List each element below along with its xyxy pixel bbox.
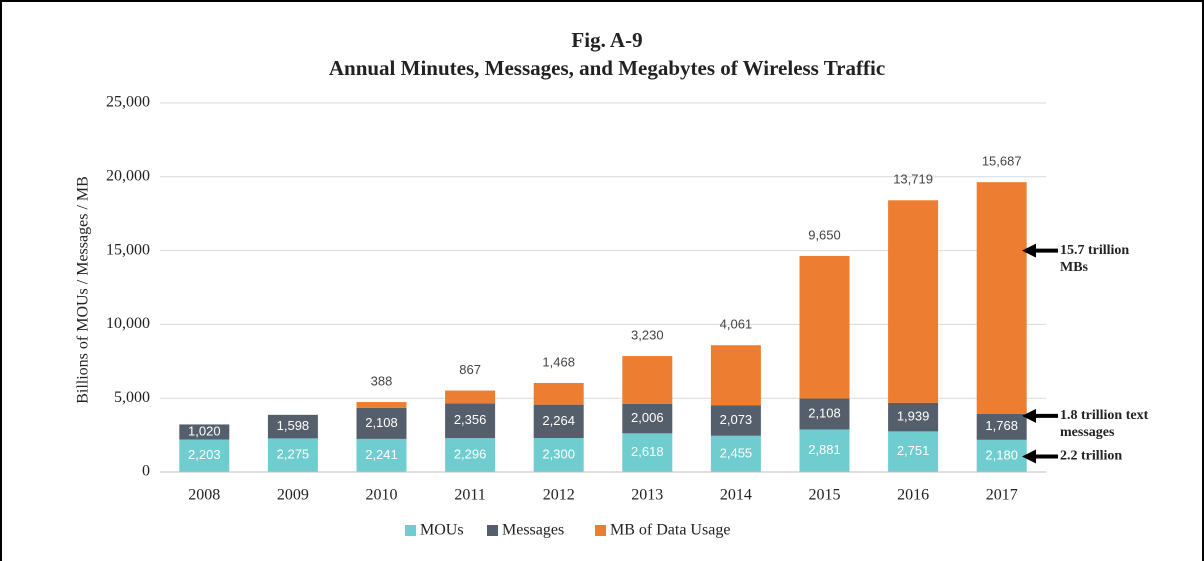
data-label: 2,180 (985, 447, 1018, 462)
x-tick-label: 2008 (188, 487, 220, 504)
bar-segment (799, 255, 850, 399)
data-label: 1,939 (897, 409, 930, 424)
y-axis-label: Billions of MOUs / Messages / MB (75, 176, 92, 404)
annotation-arrowhead (1022, 449, 1036, 464)
bar-segment (622, 433, 673, 472)
data-label: 4,061 (720, 317, 753, 332)
data-label: 388 (371, 374, 393, 389)
annotation-arrowhead (1022, 243, 1036, 258)
bar-segment (533, 404, 584, 439)
bar-segment (445, 390, 496, 404)
data-label: 1,598 (277, 418, 310, 433)
data-label: 9,650 (808, 227, 841, 242)
bar-segment (888, 402, 939, 432)
data-label: 1,468 (542, 354, 575, 369)
data-label: 2,751 (897, 443, 930, 458)
annotation: messages (1060, 425, 1115, 440)
bar-segment (356, 438, 407, 472)
data-label: 2,241 (365, 447, 398, 462)
bar-segment (799, 429, 850, 472)
x-tick-label: 2011 (454, 487, 485, 504)
data-label: 2,455 (720, 445, 753, 460)
y-tick-label: 25,000 (106, 94, 150, 111)
bar-segment (533, 438, 584, 472)
annotation: MBs (1060, 260, 1089, 275)
annotation: 2.2 trillion (1060, 449, 1122, 464)
bar-segment (267, 414, 318, 439)
y-tick-label: 5,000 (114, 389, 150, 406)
bar-segment (976, 182, 1027, 414)
legend-swatch (487, 525, 498, 536)
bar-segment (622, 356, 673, 404)
bar-segment (888, 200, 939, 403)
bar-segment (710, 405, 761, 436)
legend-swatch (405, 525, 416, 536)
bar-segment (356, 407, 407, 439)
data-label: 2,296 (454, 446, 487, 461)
annotation-arrowhead (1022, 408, 1036, 423)
bar-segment (267, 438, 318, 472)
legend-label: Messages (502, 522, 564, 539)
x-tick-label: 2017 (986, 487, 1018, 504)
data-label: 2,300 (542, 446, 575, 461)
x-tick-label: 2013 (631, 487, 663, 504)
annotation: 1.8 trillion text (1060, 408, 1149, 423)
y-tick-label: 10,000 (106, 315, 150, 332)
bar-segment (356, 402, 407, 408)
annotation: 15.7 trillion (1060, 243, 1129, 258)
y-tick-label: 0 (142, 463, 150, 480)
chart-title: Fig. A-9 (571, 28, 642, 52)
data-label: 2,264 (542, 413, 575, 428)
legend-label: MB of Data Usage (610, 522, 730, 539)
x-tick-label: 2015 (809, 487, 841, 504)
data-label: 2,275 (277, 447, 310, 462)
bar-segment (445, 403, 496, 439)
bar-segment (976, 439, 1027, 472)
bar-segment (710, 345, 761, 406)
x-tick-label: 2009 (277, 487, 309, 504)
data-label: 13,719 (893, 172, 933, 187)
bar-segment (799, 398, 850, 430)
y-tick-label: 15,000 (106, 241, 150, 258)
chart-subtitle: Annual Minutes, Messages, and Megabytes … (329, 56, 885, 80)
x-tick-label: 2012 (543, 487, 575, 504)
bar-segment (888, 431, 939, 472)
data-label: 2,108 (808, 405, 841, 420)
data-label: 1,020 (188, 423, 221, 438)
data-label: 2,073 (720, 412, 753, 427)
bar-segment (179, 439, 230, 472)
bar-segment (622, 403, 673, 434)
data-label: 1,768 (985, 418, 1018, 433)
bar-segment (179, 424, 230, 440)
legend-label: MOUs (420, 522, 464, 539)
data-label: 2,203 (188, 447, 221, 462)
legend-swatch (595, 525, 606, 536)
data-label: 2,108 (365, 415, 398, 430)
data-label: 15,687 (982, 154, 1022, 169)
x-tick-label: 2014 (720, 487, 752, 504)
data-label: 2,881 (808, 442, 841, 457)
data-label: 867 (459, 362, 481, 377)
x-tick-label: 2010 (366, 487, 398, 504)
x-tick-label: 2016 (897, 487, 929, 504)
data-label: 2,006 (631, 410, 664, 425)
data-label: 3,230 (631, 328, 664, 343)
data-label: 2,618 (631, 444, 664, 459)
bar-segment (976, 413, 1027, 440)
y-tick-label: 20,000 (106, 167, 150, 184)
data-label: 2,356 (454, 412, 487, 427)
bar-segment (533, 382, 584, 405)
bar-segment (445, 438, 496, 472)
bar-segment (710, 435, 761, 472)
